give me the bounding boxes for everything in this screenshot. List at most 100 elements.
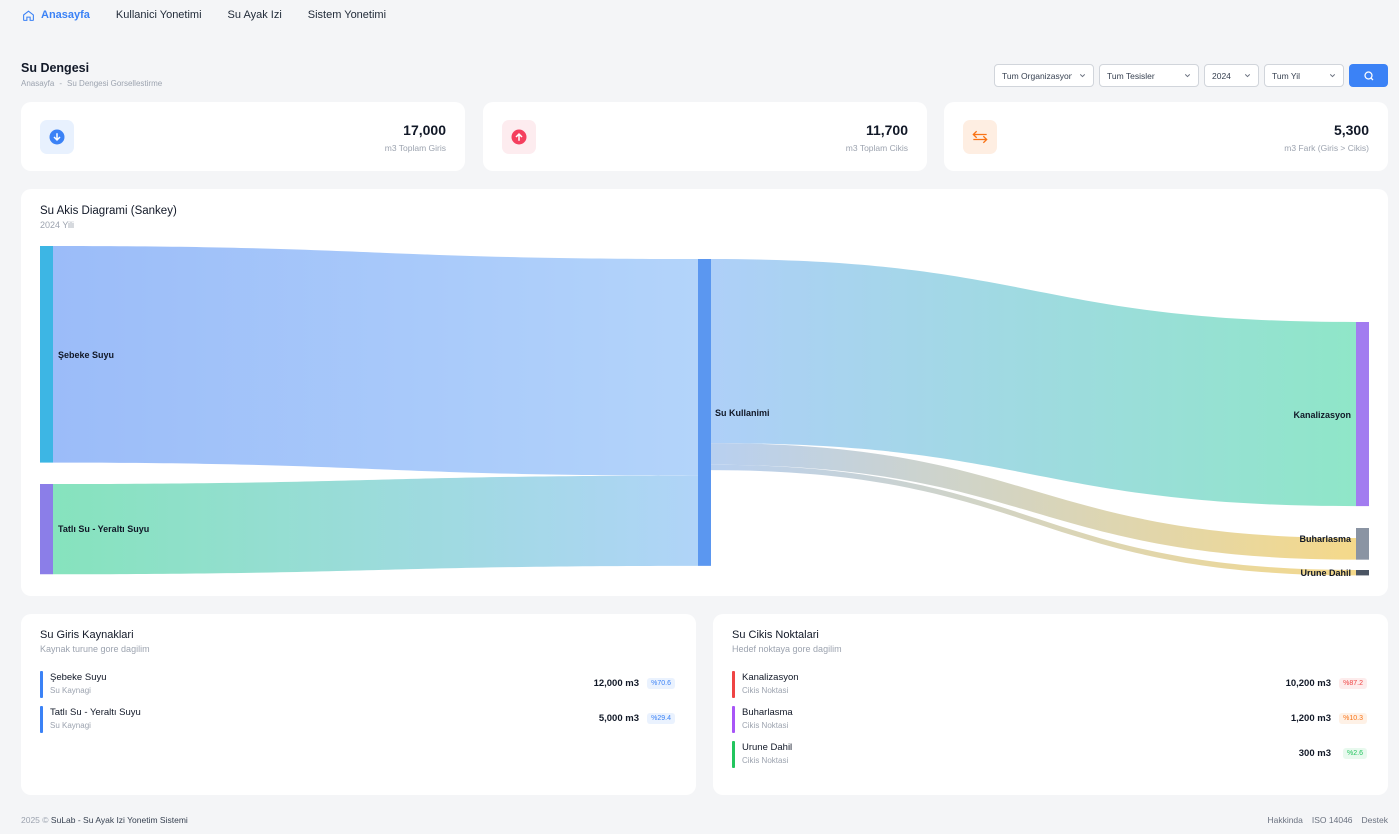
sankey-node-kullanim[interactable] — [698, 259, 711, 566]
item-type: Cikis Noktasi — [742, 686, 789, 695]
stat-value: 17,000 — [403, 122, 446, 138]
search-button[interactable] — [1349, 64, 1388, 87]
nav-item-su-ayak-izi[interactable]: Su Ayak Izi — [228, 9, 282, 21]
nav-label: Kullanici Yonetimi — [115, 9, 202, 21]
stat-label: m3 Toplam Giris — [384, 143, 446, 153]
sankey-label-kullanim: Su Kullanimi — [715, 408, 770, 418]
sankey-subtitle: 2024 Yili — [40, 220, 75, 230]
nav-label: Sistem Yonetimi — [307, 9, 387, 21]
select-value: Tum Tesisler — [1107, 70, 1155, 81]
stat-value: 5,300 — [1333, 122, 1369, 138]
item-name: Kanalizasyon — [742, 672, 799, 683]
year-select[interactable]: 2024 — [1204, 64, 1259, 87]
sankey-node-urune[interactable] — [1356, 570, 1369, 576]
item-type: Cikis Noktasi — [742, 721, 789, 730]
nav-label: Anasayfa — [41, 9, 90, 21]
select-value: Tum Yil — [1272, 70, 1301, 81]
item-amount: 300 m3 — [1298, 748, 1331, 759]
arrow-down-icon — [49, 129, 65, 145]
sankey-node-tatli[interactable] — [40, 484, 53, 575]
percent-badge: %2.6 — [1343, 748, 1367, 759]
sankey-link-kullanim-to-urune[interactable] — [711, 464, 1356, 576]
stat-card-total-output: 11,700 m3 Toplam Cikis — [483, 102, 927, 171]
filter-bar: Tum Organizasyonlar Tum Tesisler 2024 Tu… — [994, 64, 1388, 87]
sankey-node-buharlasma[interactable] — [1356, 528, 1369, 560]
select-value: 2024 — [1212, 70, 1231, 81]
color-bar — [40, 671, 43, 698]
stat-label: m3 Toplam Cikis — [845, 143, 908, 153]
footer-app-name: SuLab - Su Ayak Izi Yonetim Sistemi — [50, 815, 188, 825]
sankey-label-kanalizasyon: Kanalizasyon — [1293, 410, 1351, 420]
footer-links: Hakkinda ISO 14046 Destek — [1267, 815, 1388, 825]
item-name: Urune Dahil — [742, 742, 793, 753]
nav-item-sistem-yonetimi[interactable]: Sistem Yonetimi — [308, 9, 386, 21]
list-item[interactable]: Buharlasma Cikis Noktasi 1,200 m3 %10.3 — [732, 706, 1369, 733]
stat-icon-box — [502, 120, 536, 154]
footer-link-iso[interactable]: ISO 14046 — [1311, 815, 1353, 825]
chevron-down-icon — [1184, 74, 1191, 78]
item-amount: 5,000 m3 — [598, 713, 639, 724]
sankey-link-sebeke-to-kullanim[interactable] — [53, 246, 698, 476]
stat-card-difference: 5,300 m3 Fark (Giris > Cikis) — [944, 102, 1388, 171]
panel-subtitle: Kaynak turune gore dagilim — [40, 644, 150, 654]
panel-title: Su Cikis Noktalari — [732, 629, 819, 641]
item-type: Su Kaynagi — [50, 721, 91, 730]
nav-item-anasayfa[interactable]: Anasayfa — [22, 9, 90, 22]
sankey-link-tatli-to-kullanim[interactable] — [53, 475, 698, 575]
percent-badge: %87.2 — [1339, 678, 1367, 689]
chevron-down-icon — [1244, 74, 1251, 78]
sankey-label-buharlasma: Buharlasma — [1299, 534, 1352, 544]
nav-item-kullanici-yonetimi[interactable]: Kullanici Yonetimi — [116, 9, 202, 21]
stat-value: 11,700 — [865, 122, 908, 138]
item-type: Su Kaynagi — [50, 686, 91, 695]
stat-card-total-input: 17,000 m3 Toplam Giris — [21, 102, 465, 171]
percent-badge: %70.6 — [647, 678, 675, 689]
item-amount: 10,200 m3 — [1285, 678, 1331, 689]
footer-link-about[interactable]: Hakkinda — [1267, 815, 1303, 825]
arrow-up-icon — [511, 129, 527, 145]
sankey-label-urune: Urune Dahil — [1300, 568, 1351, 578]
item-name: Şebeke Suyu — [50, 672, 107, 683]
item-amount: 12,000 m3 — [593, 678, 639, 689]
sankey-title: Su Akis Diagrami (Sankey) — [40, 205, 177, 217]
item-name: Buharlasma — [742, 707, 793, 718]
stat-icon-box — [963, 120, 997, 154]
color-bar — [40, 706, 43, 733]
color-bar — [732, 671, 735, 698]
footer-copyright: 2025 © SuLab - Su Ayak Izi Yonetim Siste… — [21, 815, 188, 825]
sankey-chart: Şebeke Suyu Tatlı Su - Yeraltı Suyu Su K… — [40, 246, 1369, 578]
sankey-node-sebeke[interactable] — [40, 246, 53, 463]
organization-select[interactable]: Tum Organizasyonlar — [994, 64, 1094, 87]
top-nav: Anasayfa Kullanici Yonetimi Su Ayak Izi … — [0, 0, 1399, 30]
breadcrumb: Anasayfa - Su Dengesi Gorsellestirme — [21, 79, 162, 88]
sankey-nodes — [40, 246, 1369, 576]
sankey-node-kanalizasyon[interactable] — [1356, 322, 1369, 507]
sankey-label-tatli: Tatlı Su - Yeraltı Suyu — [58, 524, 149, 534]
breadcrumb-separator: - — [59, 79, 63, 88]
footer-link-support[interactable]: Destek — [1361, 815, 1388, 825]
breadcrumb-home[interactable]: Anasayfa — [21, 79, 55, 88]
select-value: Tum Organizasyonlar — [1002, 70, 1072, 81]
color-bar — [732, 706, 735, 733]
home-icon — [23, 9, 34, 21]
sankey-link-kullanim-to-kanalizasyon[interactable] — [711, 259, 1356, 507]
list-item[interactable]: Urune Dahil Cikis Noktasi 300 m3 %2.6 — [732, 741, 1369, 768]
sankey-links — [53, 246, 1356, 576]
sankey-label-sebeke: Şebeke Suyu — [58, 350, 114, 360]
nav-label: Su Ayak Izi — [227, 9, 282, 21]
list-item[interactable]: Kanalizasyon Cikis Noktasi 10,200 m3 %87… — [732, 671, 1369, 698]
chevron-down-icon — [1329, 74, 1336, 78]
chevron-down-icon — [1079, 74, 1086, 78]
footer-year: 2025 © — [21, 815, 49, 825]
percent-badge: %29.4 — [647, 713, 675, 724]
period-select[interactable]: Tum Yil — [1264, 64, 1344, 87]
stat-label: m3 Fark (Giris > Cikis) — [1284, 143, 1369, 153]
color-bar — [732, 741, 735, 768]
input-sources-panel: Su Giris Kaynaklari Kaynak turune gore d… — [21, 614, 696, 795]
facility-select[interactable]: Tum Tesisler — [1099, 64, 1199, 87]
sankey-link-kullanim-to-buharlasma[interactable] — [711, 443, 1356, 560]
swap-arrows-icon — [972, 130, 988, 144]
list-item[interactable]: Şebeke Suyu Su Kaynagi 12,000 m3 %70.6 — [40, 671, 677, 698]
list-item[interactable]: Tatlı Su - Yeraltı Suyu Su Kaynagi 5,000… — [40, 706, 677, 733]
page-title: Su Dengesi — [21, 61, 90, 75]
